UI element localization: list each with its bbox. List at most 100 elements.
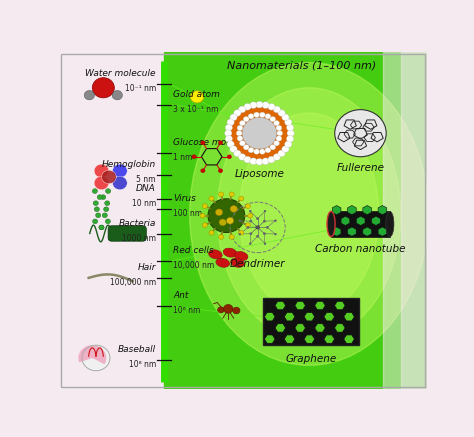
Circle shape — [243, 116, 249, 122]
Circle shape — [239, 219, 241, 222]
Circle shape — [273, 141, 280, 146]
Circle shape — [227, 217, 234, 224]
Circle shape — [239, 196, 244, 201]
Circle shape — [106, 189, 110, 194]
Circle shape — [287, 130, 294, 136]
Circle shape — [225, 135, 233, 142]
Circle shape — [219, 192, 224, 197]
Text: 10,000 nm: 10,000 nm — [173, 261, 214, 270]
Circle shape — [105, 219, 110, 224]
Polygon shape — [332, 227, 341, 236]
Polygon shape — [315, 302, 325, 310]
Ellipse shape — [217, 88, 401, 340]
Circle shape — [256, 235, 259, 238]
Bar — [263, 298, 359, 345]
Circle shape — [244, 156, 251, 163]
Circle shape — [256, 101, 263, 108]
Circle shape — [250, 158, 257, 165]
Circle shape — [249, 243, 251, 245]
Circle shape — [259, 112, 265, 118]
Bar — [401, 52, 427, 389]
Ellipse shape — [327, 212, 335, 237]
Circle shape — [248, 213, 253, 218]
Circle shape — [274, 219, 276, 222]
Circle shape — [259, 149, 265, 154]
Polygon shape — [324, 335, 335, 343]
Circle shape — [94, 164, 109, 177]
Circle shape — [228, 104, 291, 162]
Circle shape — [192, 155, 196, 159]
Circle shape — [219, 235, 224, 239]
Polygon shape — [264, 335, 275, 343]
Circle shape — [262, 158, 269, 165]
Circle shape — [82, 345, 110, 371]
Bar — [331, 212, 390, 237]
Circle shape — [227, 119, 234, 125]
Circle shape — [263, 232, 266, 235]
Circle shape — [201, 141, 205, 145]
Circle shape — [274, 233, 276, 235]
Polygon shape — [344, 335, 355, 343]
Circle shape — [227, 141, 234, 148]
Text: Fullerene: Fullerene — [337, 163, 384, 173]
Ellipse shape — [239, 113, 379, 315]
Circle shape — [248, 147, 254, 153]
Circle shape — [200, 213, 205, 218]
Circle shape — [286, 124, 294, 131]
Wedge shape — [78, 345, 106, 364]
Text: 10 nm: 10 nm — [132, 199, 156, 208]
Polygon shape — [304, 312, 315, 321]
Circle shape — [243, 145, 249, 150]
Polygon shape — [275, 302, 286, 310]
Circle shape — [273, 121, 280, 126]
Ellipse shape — [216, 258, 229, 267]
Bar — [164, 52, 427, 389]
Circle shape — [250, 102, 257, 108]
Circle shape — [254, 149, 259, 154]
Circle shape — [246, 226, 249, 229]
Circle shape — [249, 232, 252, 235]
Polygon shape — [295, 302, 305, 310]
Circle shape — [191, 91, 204, 103]
Polygon shape — [356, 216, 365, 225]
Circle shape — [256, 159, 263, 165]
Circle shape — [92, 189, 98, 194]
Circle shape — [219, 219, 227, 226]
Text: Red cells: Red cells — [173, 246, 214, 255]
Polygon shape — [344, 312, 355, 321]
Text: 10⁶ nm: 10⁶ nm — [173, 306, 201, 316]
Circle shape — [278, 150, 285, 157]
Circle shape — [335, 110, 386, 157]
Text: 100 nm: 100 nm — [173, 209, 202, 218]
Circle shape — [94, 176, 109, 190]
Circle shape — [202, 204, 208, 208]
Circle shape — [100, 195, 106, 199]
Circle shape — [248, 114, 254, 119]
Text: Virus: Virus — [173, 194, 196, 203]
Circle shape — [242, 118, 277, 149]
Circle shape — [264, 243, 266, 245]
Polygon shape — [335, 302, 345, 310]
Circle shape — [263, 220, 266, 222]
Polygon shape — [363, 227, 372, 236]
Circle shape — [93, 201, 98, 205]
Circle shape — [246, 204, 250, 208]
Circle shape — [233, 307, 240, 314]
Polygon shape — [347, 205, 356, 215]
Circle shape — [230, 146, 237, 153]
Circle shape — [239, 233, 241, 235]
Text: Nanomaterials (1–100 nm): Nanomaterials (1–100 nm) — [227, 61, 376, 71]
Text: Ant: Ant — [173, 291, 189, 300]
Polygon shape — [295, 324, 305, 332]
Circle shape — [238, 233, 241, 235]
Circle shape — [238, 106, 246, 113]
Circle shape — [249, 243, 252, 245]
Polygon shape — [347, 227, 356, 236]
Text: Liposome: Liposome — [235, 169, 284, 179]
Circle shape — [249, 220, 252, 222]
Circle shape — [201, 169, 205, 173]
Polygon shape — [324, 312, 335, 321]
Circle shape — [229, 192, 234, 197]
Circle shape — [237, 125, 243, 131]
Text: Hair: Hair — [137, 263, 156, 272]
